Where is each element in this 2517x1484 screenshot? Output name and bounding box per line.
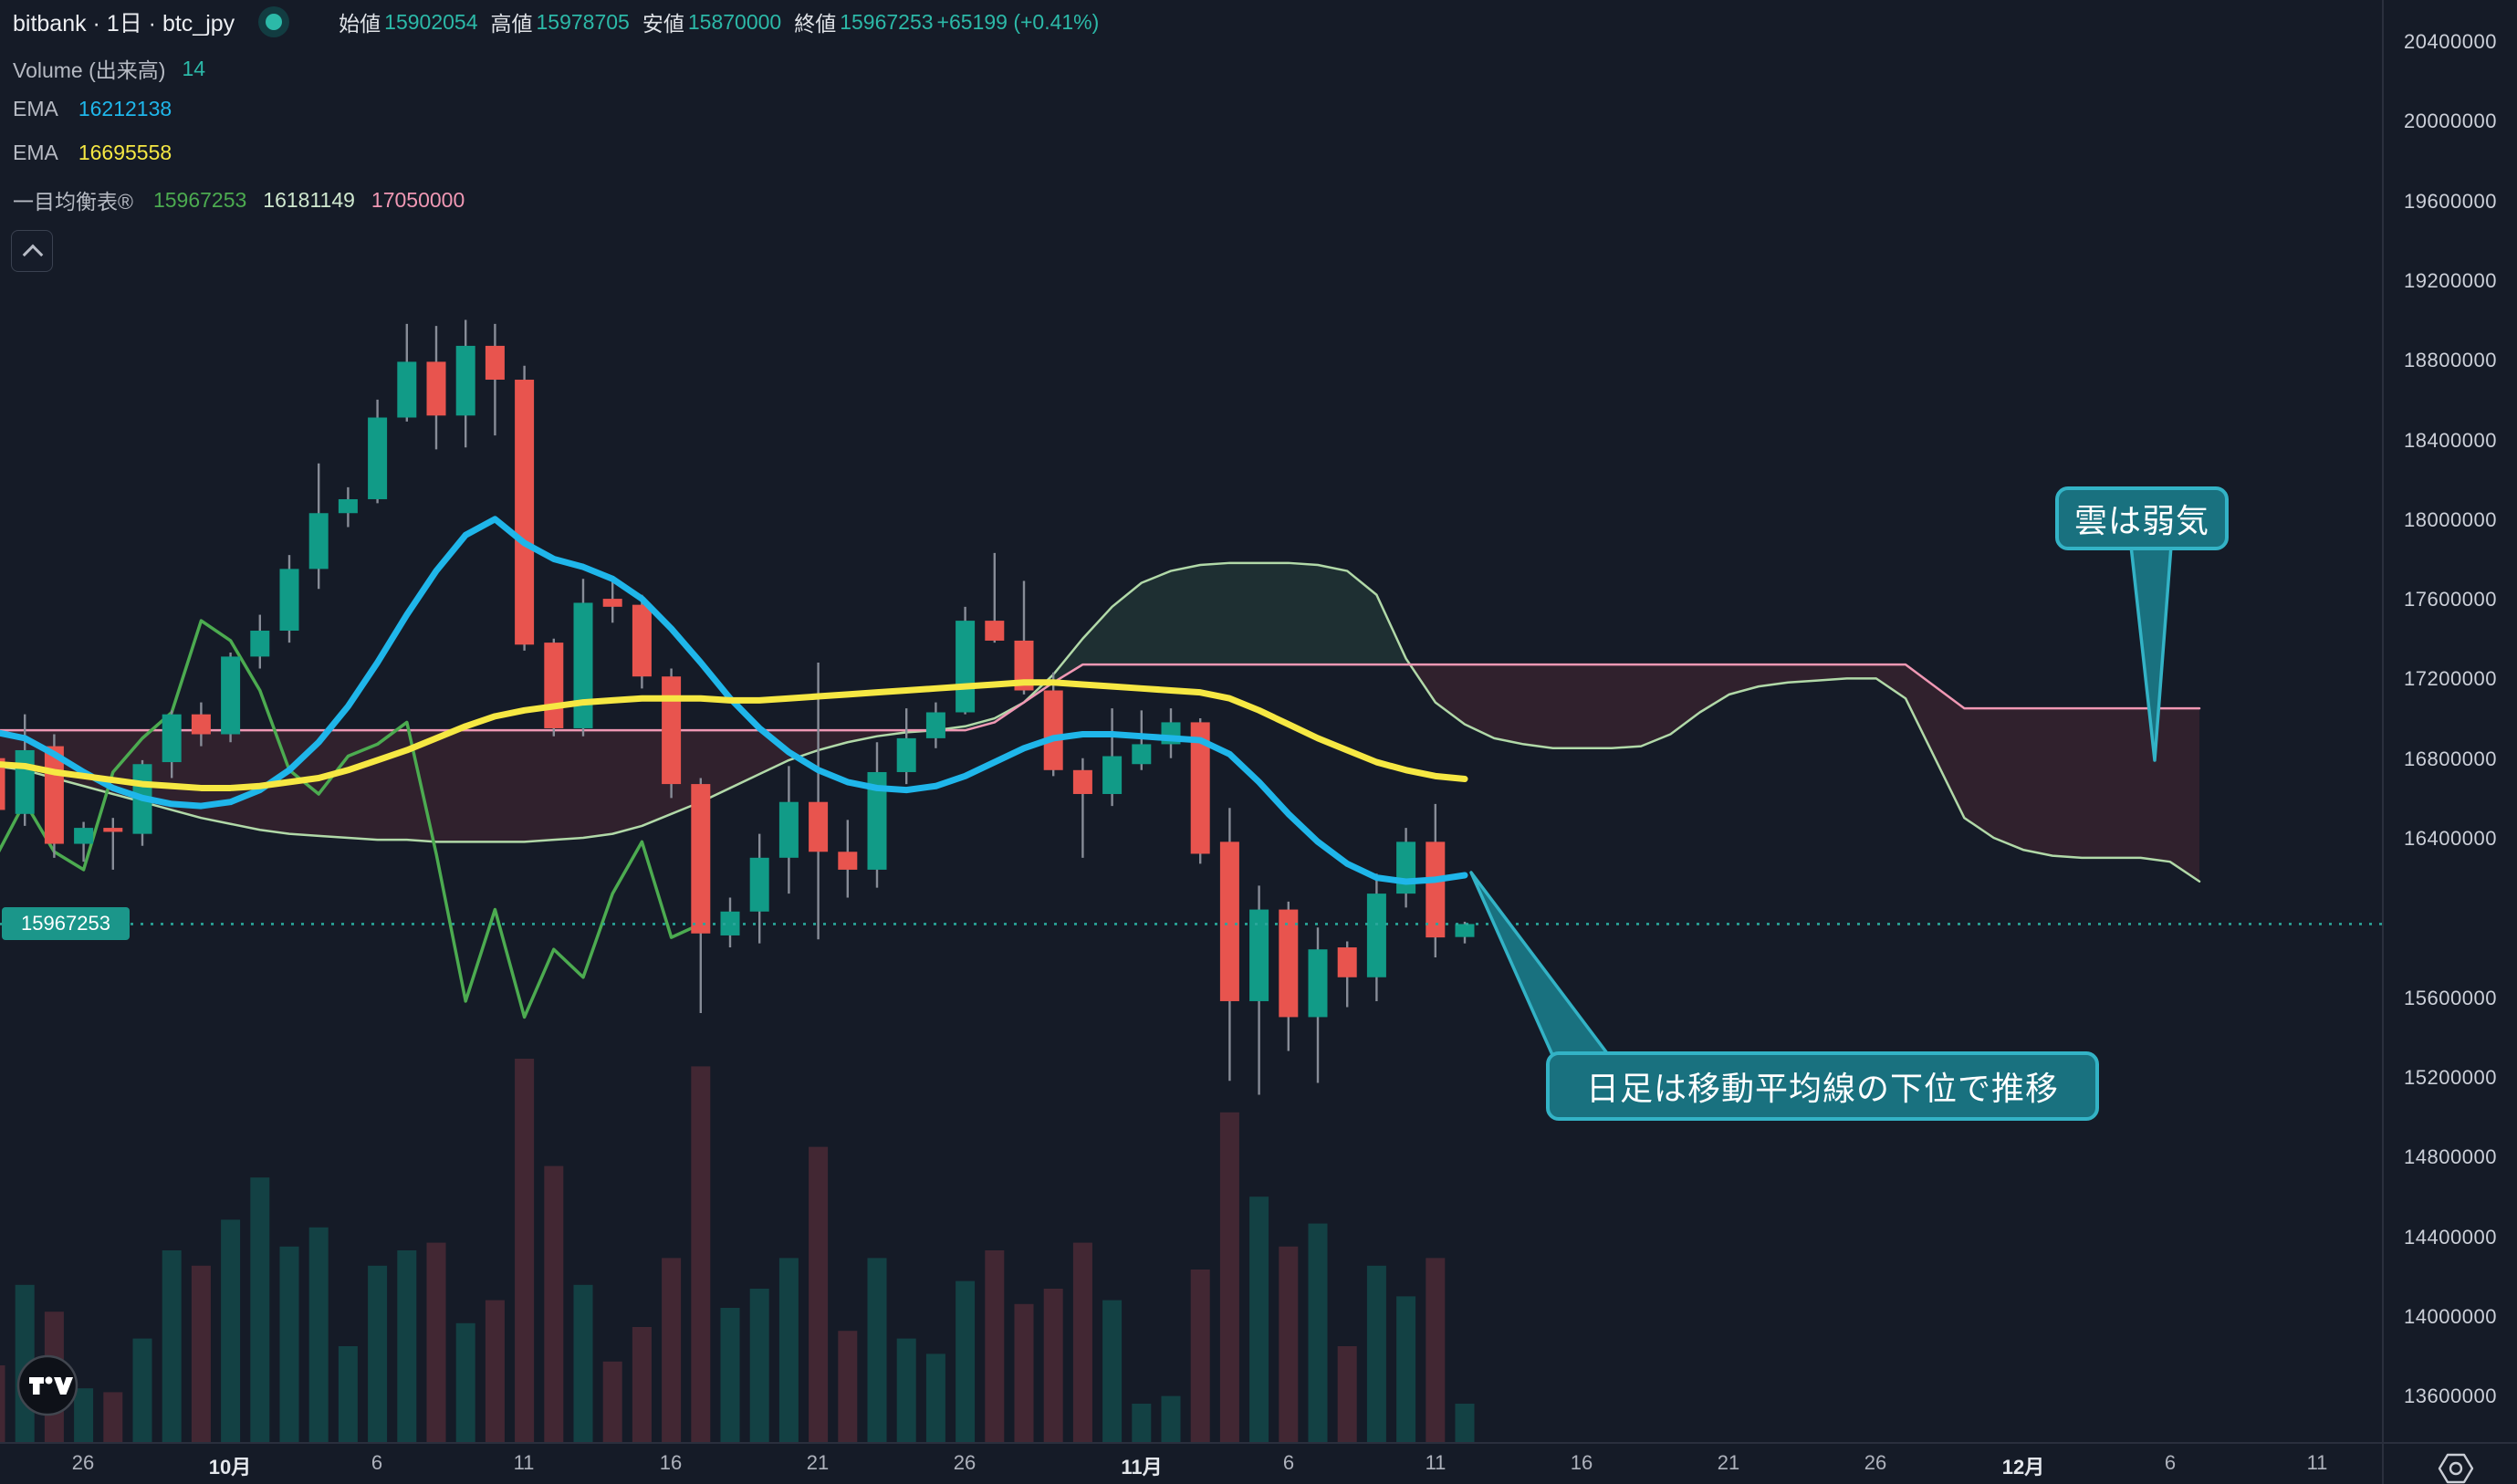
ema-slow-legend-row[interactable]: EMA 16695558 [13, 141, 172, 165]
symbol-title[interactable]: bitbank · 1日 · btc_jpy [13, 5, 235, 38]
price-tick: 19600000 [2384, 190, 2517, 214]
time-tick: 11 [2307, 1451, 2328, 1475]
low-value: 15870000 [688, 10, 781, 35]
time-axis[interactable]: 26 10月 6 11 16 21 26 11月 6 11 16 21 26 12月 6 11 [0, 1444, 2517, 1484]
price-tick: 13600000 [2384, 1385, 2517, 1408]
price-tick: 18400000 [2384, 429, 2517, 453]
ichimoku-cloud [0, 563, 2199, 882]
time-tick: 26 [1864, 1451, 1886, 1475]
price-axis[interactable]: 20400000 20000000 19600000 19200000 18800000… [2384, 0, 2517, 1442]
ema-fast-label: EMA [13, 97, 58, 121]
price-tick: 17600000 [2384, 588, 2517, 611]
price-tick: 17200000 [2384, 667, 2517, 691]
time-tick: 6 [2165, 1451, 2176, 1475]
high-label: 高値 [491, 6, 533, 37]
symbol-row[interactable]: bitbank · 1日 · btc_jpy 始値 15902054 高値 15… [13, 5, 1099, 38]
time-tick: 10月 [209, 1451, 251, 1480]
current-price-badge: 15967253 [2, 907, 130, 940]
price-chart-canvas[interactable] [0, 0, 2382, 1442]
time-tick: 11 [514, 1451, 535, 1475]
time-tick: 11 [1426, 1451, 1446, 1475]
callout-below-ma[interactable]: 日足は移動平均線の下位で推移 [1546, 1051, 2099, 1121]
chevron-up-icon [23, 245, 44, 266]
close-label: 終値 [794, 6, 836, 37]
time-tick: 16 [1571, 1451, 1593, 1475]
high-value: 15978705 [537, 10, 630, 35]
ema-fast-legend-row[interactable]: EMA 16212138 [13, 97, 172, 121]
callout-cloud-bearish[interactable]: 雲は弱気 [2055, 486, 2229, 550]
time-tick: 26 [72, 1451, 94, 1475]
trading-chart-app: 20400000 20000000 19600000 19200000 18800000… [0, 0, 2517, 1484]
legend-collapse-button[interactable] [11, 230, 53, 272]
volume-legend-row[interactable]: Volume (出来高) 14 [13, 53, 205, 84]
time-tick: 21 [1718, 1451, 1739, 1475]
time-tick: 6 [371, 1451, 382, 1475]
close-value: 15967253 [840, 10, 933, 35]
price-tick: 16400000 [2384, 827, 2517, 851]
ichimoku-value-3: 17050000 [371, 188, 465, 213]
time-tick: 16 [660, 1451, 682, 1475]
ichimoku-value-2: 16181149 [263, 188, 355, 213]
time-tick: 6 [1283, 1451, 1294, 1475]
volume-value: 14 [182, 57, 205, 81]
price-tick: 14800000 [2384, 1145, 2517, 1169]
price-tick: 16800000 [2384, 747, 2517, 771]
tradingview-logo[interactable] [15, 1353, 80, 1423]
ichimoku-label: 一目均衡表® [13, 184, 133, 215]
time-tick: 11月 [1121, 1451, 1162, 1480]
price-tick: 14000000 [2384, 1305, 2517, 1329]
open-label: 始値 [339, 6, 381, 37]
price-tick: 15200000 [2384, 1066, 2517, 1090]
change-value: +65199 (+0.41%) [937, 10, 1100, 35]
gear-icon[interactable] [2435, 1447, 2477, 1484]
ema-fast-value: 16212138 [78, 97, 172, 121]
time-tick: 26 [954, 1451, 976, 1475]
low-label: 安値 [642, 6, 684, 37]
price-tick: 18800000 [2384, 349, 2517, 372]
ema-slow-value: 16695558 [78, 141, 172, 165]
market-status-icon[interactable] [258, 6, 289, 37]
ichimoku-value-1: 15967253 [153, 188, 246, 213]
ichimoku-legend-row[interactable]: 一目均衡表® 15967253 16181149 17050000 [13, 184, 465, 215]
price-tick: 20400000 [2384, 30, 2517, 54]
time-tick: 12月 [2002, 1451, 2044, 1480]
volume-label: Volume (出来高) [13, 53, 165, 84]
volume-bars [0, 1059, 1475, 1442]
price-tick: 15600000 [2384, 987, 2517, 1010]
ema-slow-label: EMA [13, 141, 58, 165]
price-tick: 18000000 [2384, 508, 2517, 532]
price-tick: 19200000 [2384, 269, 2517, 293]
open-value: 15902054 [384, 10, 477, 35]
time-tick: 21 [807, 1451, 829, 1475]
price-tick: 20000000 [2384, 110, 2517, 133]
price-tick: 14400000 [2384, 1226, 2517, 1249]
